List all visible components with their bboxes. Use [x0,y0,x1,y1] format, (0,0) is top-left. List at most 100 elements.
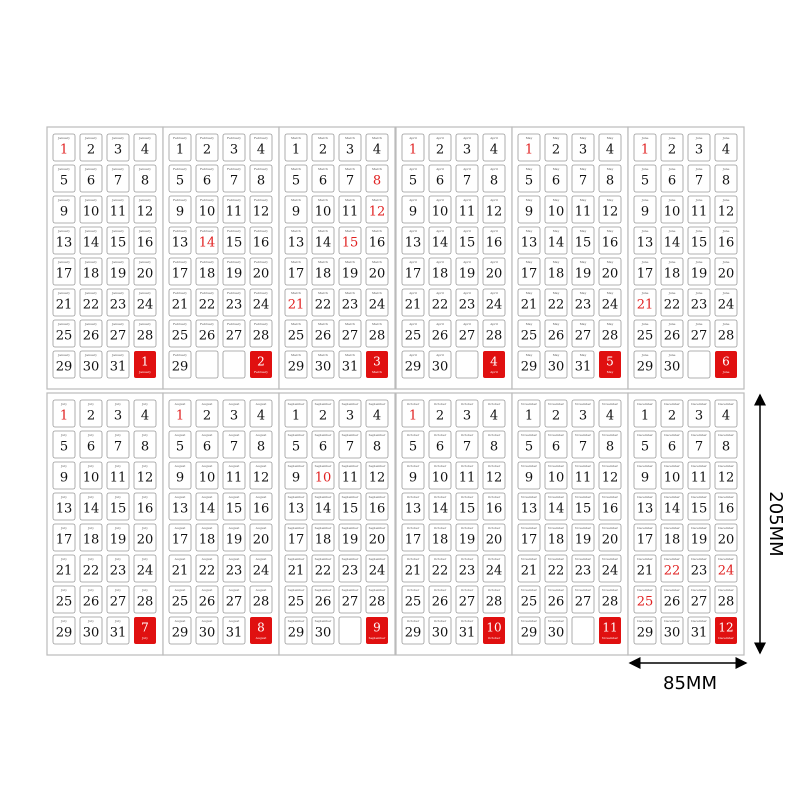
sticker-box [598,257,622,286]
sticker-month: July [87,526,94,530]
sticker-box [660,350,684,379]
sticker-month: April [408,229,416,233]
sticker-month: March [291,322,301,326]
sticker-month: July [87,433,94,437]
day-number: 5 [641,174,649,189]
sticker-box [401,585,425,614]
sticker-box [195,430,219,459]
sticker-box [660,226,684,255]
sticker-box [222,492,246,521]
day-number: 29 [405,626,422,641]
month-box [483,351,505,378]
sticker-month: November [602,588,618,592]
sticker-box [633,461,657,490]
sticker-box [249,319,273,348]
sticker-month: February [173,291,187,295]
day-number: 23 [691,298,708,313]
day-number: 17 [288,267,305,282]
sticker-month: October [488,464,501,468]
sticker-box [428,257,452,286]
sticker-box [79,319,103,348]
sticker-box [284,616,308,645]
sticker-month: May [580,229,587,233]
sticker-month: September [288,464,305,468]
day-number: 24 [718,564,735,579]
day-number: 4 [606,143,614,158]
sticker-month: October [434,433,447,437]
day-number: 9 [525,471,533,486]
sticker-month: March [318,229,328,233]
month-name: June [722,370,730,374]
sticker-box [249,430,273,459]
sticker-box [482,319,506,348]
sticker-box [106,133,130,162]
sticker-month: July [60,433,67,437]
sticker-box [428,399,452,428]
day-number: 23 [110,298,127,313]
sticker-box [455,523,479,552]
sticker-box [52,226,76,255]
day-number: 26 [315,329,332,344]
day-number: 19 [459,533,476,548]
day-number: 27 [459,329,476,344]
day-number: 5 [409,174,417,189]
sticker-month: January [138,167,151,171]
sticker-box [401,257,425,286]
day-number: 21 [56,564,73,579]
day-number: 28 [137,595,154,610]
day-number: 10 [432,205,449,220]
sticker-box [714,164,738,193]
day-number: 3 [114,409,122,424]
sticker-box [338,492,362,521]
sticker-box [660,195,684,224]
sticker-box [311,554,335,583]
sticker-month: May [580,136,587,140]
sticker-month: January [57,291,70,295]
month-panel: October1October2October3October4October5… [395,392,513,656]
day-number: 6 [203,174,211,189]
sticker-month: November [548,495,564,499]
sticker-box [571,257,595,286]
sticker-box [195,554,219,583]
sticker-month: June [722,198,730,202]
sticker-box [598,554,622,583]
month-number: 8 [257,621,265,635]
sticker-month: July [60,464,67,468]
day-number: 30 [83,360,100,375]
sticker-box [195,585,219,614]
sticker-box [714,430,738,459]
sticker-month: February [173,136,187,140]
day-number: 12 [718,471,735,486]
sticker-month: October [488,402,501,406]
sticker-box [455,399,479,428]
day-number: 3 [346,143,354,158]
month-name: November [602,636,618,640]
sticker-box [482,523,506,552]
day-number: 5 [176,440,184,455]
sticker-month: December [691,557,707,561]
sticker-month: April [462,260,470,264]
